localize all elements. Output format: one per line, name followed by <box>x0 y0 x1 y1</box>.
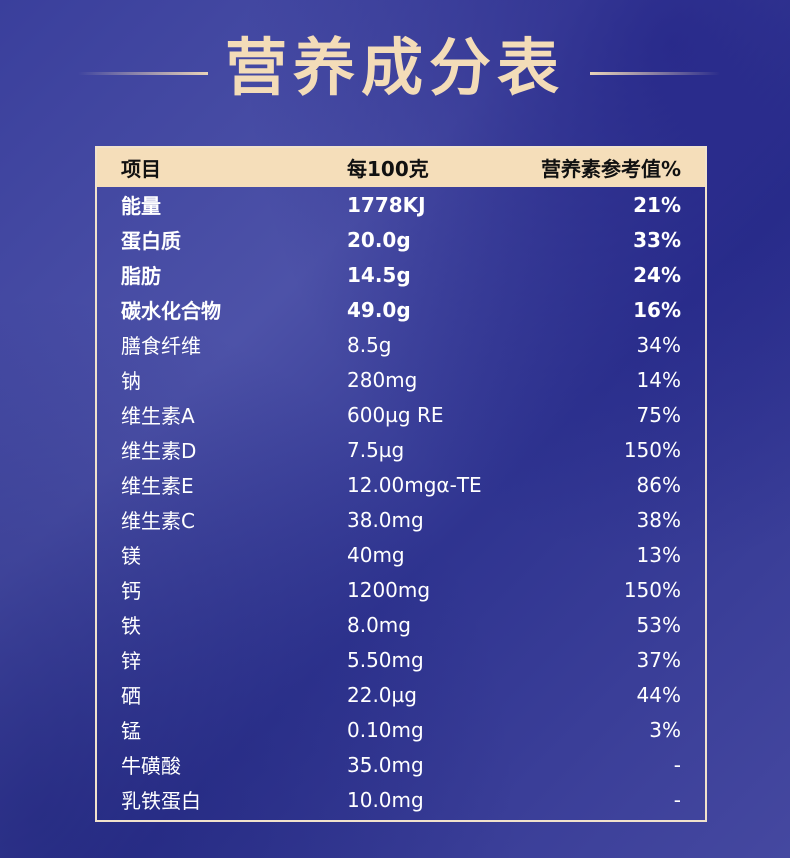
table-row: 牛磺酸 35.0mg - <box>97 747 705 782</box>
nutrient-name: 乳铁蛋白 <box>121 789 201 813</box>
table-row: 铁 8.0mg 53% <box>97 607 705 642</box>
title-divider-left <box>78 72 208 75</box>
table-row: 硒 22.0µg 44% <box>97 677 705 712</box>
page-title: 营养成分表 <box>224 31 565 104</box>
nutrient-nrv: 86% <box>636 472 681 497</box>
table-row: 脂肪 14.5g 24% <box>97 257 705 292</box>
table-row: 钠 280mg 14% <box>97 362 705 397</box>
nutrient-value: 600µg RE <box>347 402 444 427</box>
nutrient-nrv: 150% <box>623 437 681 462</box>
nutrient-name: 维生素E <box>121 474 194 498</box>
nutrient-nrv: 33% <box>633 227 681 252</box>
header-nrv: 营养素参考值% <box>540 157 681 181</box>
nutrient-name: 牛磺酸 <box>121 754 181 778</box>
nutrient-value: 20.0g <box>347 227 411 252</box>
nutrient-name: 硒 <box>121 684 141 708</box>
nutrient-nrv: 38% <box>636 507 681 532</box>
nutrient-nrv: 150% <box>623 577 681 602</box>
nutrient-nrv: 37% <box>636 647 681 672</box>
table-row: 维生素C 38.0mg 38% <box>97 502 705 537</box>
table-row: 锰 0.10mg 3% <box>97 712 705 747</box>
nutrient-name: 能量 <box>121 194 161 218</box>
nutrient-name: 碳水化合物 <box>121 299 221 323</box>
nutrient-name: 维生素D <box>121 439 197 463</box>
nutrient-nrv: 16% <box>633 297 681 322</box>
nutrient-value: 49.0g <box>347 297 411 322</box>
table-row: 蛋白质 20.0g 33% <box>97 222 705 257</box>
nutrient-value: 12.00mgα-TE <box>347 472 482 497</box>
nutrient-name: 钙 <box>121 579 141 603</box>
nutrient-nrv: 53% <box>636 612 681 637</box>
nutrient-value: 38.0mg <box>347 507 424 532</box>
nutrient-value: 1200mg <box>347 577 431 602</box>
nutrient-value: 40mg <box>347 542 405 567</box>
nutrient-value: 22.0µg <box>347 682 417 707</box>
nutrient-name: 铁 <box>121 614 141 638</box>
nutrient-value: 7.5µg <box>347 437 405 462</box>
nutrient-name: 维生素A <box>121 404 195 428</box>
nutrient-name: 膳食纤维 <box>121 334 201 358</box>
nutrient-name: 钠 <box>121 369 141 393</box>
header-per100: 每100克 <box>347 157 429 181</box>
nutrient-value: 10.0mg <box>347 787 424 812</box>
nutrient-value: 5.50mg <box>347 647 424 672</box>
table-row: 维生素D 7.5µg 150% <box>97 432 705 467</box>
nutrient-name: 镁 <box>121 544 141 568</box>
nutrient-nrv: - <box>673 787 681 812</box>
nutrient-name: 锰 <box>121 719 141 743</box>
title-divider-right <box>590 72 720 75</box>
nutrient-value: 8.5g <box>347 332 392 357</box>
nutrient-nrv: 34% <box>636 332 681 357</box>
table-row: 维生素A 600µg RE 75% <box>97 397 705 432</box>
nutrient-nrv: 24% <box>633 262 681 287</box>
table-row: 钙 1200mg 150% <box>97 572 705 607</box>
nutrient-value: 0.10mg <box>347 717 424 742</box>
nutrient-nrv: - <box>673 752 681 777</box>
nutrient-value: 280mg <box>347 367 418 392</box>
nutrient-nrv: 14% <box>636 367 681 392</box>
header-item: 项目 <box>121 157 161 181</box>
nutrient-name: 蛋白质 <box>121 229 181 253</box>
table-row: 乳铁蛋白 10.0mg - <box>97 782 705 817</box>
table-row: 维生素E 12.00mgα-TE 86% <box>97 467 705 502</box>
nutrient-name: 维生素C <box>121 509 195 533</box>
table-row: 膳食纤维 8.5g 34% <box>97 327 705 362</box>
nutrient-name: 脂肪 <box>121 264 161 288</box>
nutrient-nrv: 13% <box>636 542 681 567</box>
nutrient-value: 14.5g <box>347 262 411 287</box>
nutrition-table: 项目 每100克 营养素参考值% 能量 1778KJ 21% 蛋白质 20.0g 33% 脂… <box>95 146 707 822</box>
nutrient-nrv: 44% <box>636 682 681 707</box>
table-row: 锌 5.50mg 37% <box>97 642 705 677</box>
table-row: 镁 40mg 13% <box>97 537 705 572</box>
nutrient-nrv: 75% <box>636 402 681 427</box>
nutrient-nrv: 3% <box>649 717 681 742</box>
table-header: 项目 每100克 营养素参考值% <box>97 148 705 187</box>
nutrient-value: 1778KJ <box>347 192 426 217</box>
nutrient-value: 35.0mg <box>347 752 424 777</box>
nutrient-value: 8.0mg <box>347 612 411 637</box>
table-row: 能量 1778KJ 21% <box>97 187 705 222</box>
nutrient-name: 锌 <box>121 649 141 673</box>
nutrient-nrv: 21% <box>633 192 681 217</box>
table-row: 碳水化合物 49.0g 16% <box>97 292 705 327</box>
